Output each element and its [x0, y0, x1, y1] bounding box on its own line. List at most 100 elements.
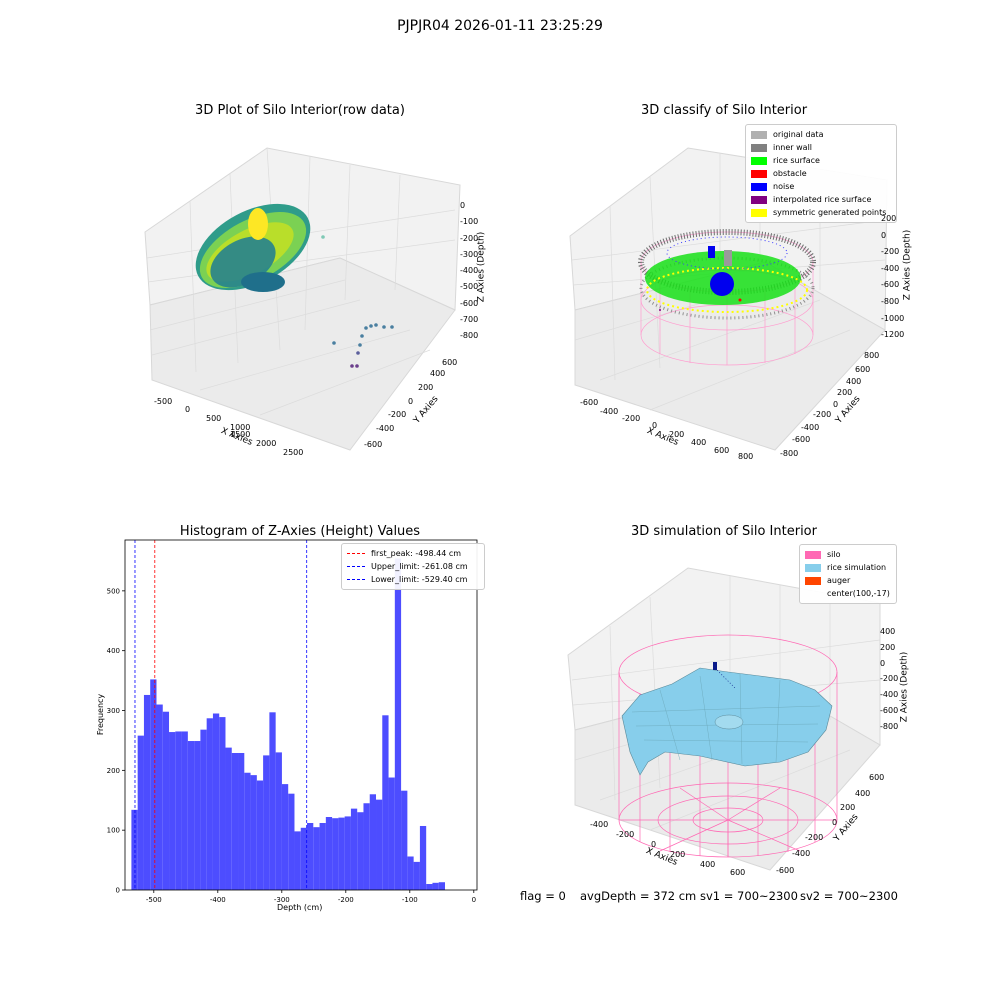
histogram-bar: [419, 825, 427, 890]
panel1-ytick: -200: [388, 410, 407, 419]
panel4-xtick: -200: [616, 830, 635, 839]
histogram-bar: [275, 752, 282, 890]
panel2-ytick: -400: [801, 423, 820, 432]
panel4-z-label: Z Axies (Depth): [899, 651, 910, 723]
legend-entry-center: center(100,-17): [805, 587, 891, 600]
panel1-ytick: 0: [408, 397, 414, 406]
y-tick-label: 500: [107, 587, 120, 595]
histogram-bar: [344, 816, 351, 890]
histogram-bar: [369, 794, 377, 890]
panel1-x-ticks: -500 0 500 1000: [150, 395, 430, 432]
panel2-ytick: 0: [833, 400, 839, 409]
legend-entry-interpolated: interpolated rice surface: [751, 193, 891, 206]
panel1-ytick: -600: [364, 440, 383, 449]
panel2-ztick: 200: [881, 214, 897, 223]
panel4-ytick: 0: [832, 818, 838, 827]
legend-swatch: [751, 130, 767, 139]
histogram-bar: [238, 752, 245, 890]
panel2-ztick: -1000: [881, 313, 905, 323]
legend-entry-silo: silo: [805, 548, 891, 561]
panel2-xtick: -600: [580, 398, 599, 407]
histogram-bar: [350, 808, 358, 890]
panel1-ztick: -100: [460, 217, 479, 227]
histogram-bar: [363, 803, 370, 890]
legend-label: first_peak: -498.44 cm: [371, 549, 462, 558]
panel1-ytick: 600: [442, 358, 458, 367]
panel2-xtick: 200: [669, 430, 685, 439]
panel2-ztick: -600: [881, 280, 900, 290]
legend-entry-upper-limit: Upper_limit: -261.08 cm: [347, 560, 479, 573]
x-tick-label: -200: [338, 896, 354, 904]
panel4-ztick: 200: [880, 642, 896, 652]
histogram-bar: [376, 799, 383, 890]
legend-entry-obstacle: obstacle: [751, 167, 891, 180]
legend-entry-symmetric: symmetric generated points: [751, 206, 891, 219]
panel2-ztick: -200: [881, 247, 900, 257]
histogram-bar: [212, 713, 220, 890]
histogram-bar: [288, 793, 295, 890]
panel4-ytick: -400: [792, 849, 811, 858]
legend-swatch: [751, 156, 767, 165]
panel2-ztick: -400: [881, 263, 900, 273]
panel1-ytick: 200: [418, 383, 434, 392]
legend-swatch: [805, 576, 821, 585]
x-tick-label: 0: [472, 896, 476, 904]
legend-entry-lower-limit: Lower_limit: -529.40 cm: [347, 573, 479, 586]
panel1-ztick: -600: [460, 298, 479, 308]
panel2-xtick: 600: [714, 446, 730, 455]
legend-swatch: [751, 169, 767, 178]
legend-label: center(100,-17): [827, 589, 890, 598]
y-tick-label: 200: [107, 767, 120, 775]
panel1-xtick: 0: [185, 405, 191, 414]
panel2-ztick: -1200: [881, 330, 905, 340]
x-tick-label: -100: [402, 896, 418, 904]
panel2-ytick: -600: [792, 435, 811, 444]
histogram-bar: [307, 822, 314, 890]
footer-avg-depth: avgDepth = 372 cm: [580, 889, 697, 903]
panel4-ytick: 400: [855, 789, 871, 798]
histogram-bar: [357, 812, 364, 890]
y-tick-label: 100: [107, 827, 120, 835]
panel2-ytick: 400: [846, 377, 862, 386]
legend-swatch: [751, 195, 767, 204]
legend-swatch: [805, 590, 821, 598]
panel3-legend: first_peak: -498.44 cm Upper_limit: -261…: [341, 543, 485, 590]
histogram-bar: [137, 735, 144, 890]
histogram-bar: [169, 732, 176, 890]
panel2-z-ticks: 200 0 -200 -400 -600 -800 -1000 -1200: [881, 211, 904, 344]
legend-line: [347, 579, 365, 580]
legend-line: [347, 566, 365, 567]
panel1-ztick: -800: [460, 331, 479, 341]
panel1-xtick: 2500: [283, 448, 304, 457]
panel4-title: 3D simulation of Silo Interior: [631, 524, 817, 539]
histogram-bar: [256, 780, 264, 890]
legend-swatch: [805, 563, 821, 572]
panel2-ytick: 600: [855, 365, 871, 374]
panel2-xtick: 800: [738, 452, 754, 461]
footer-sv2: sv2 = 700~2300: [800, 889, 898, 903]
legend-entry-first-peak: first_peak: -498.44 cm: [347, 547, 479, 560]
histogram-bar: [313, 827, 320, 890]
legend-label: rice simulation: [827, 563, 887, 572]
panel4-z-ticks: 400 200 0 -200 -400 -600 -800: [880, 624, 898, 735]
histogram-bar: [219, 717, 226, 890]
panel2-xtick: 400: [691, 438, 707, 447]
panel4-ztick: -400: [880, 690, 899, 700]
legend-swatch: [751, 143, 767, 152]
histogram-bar: [432, 882, 439, 890]
panel4-ztick: -800: [880, 721, 899, 731]
panel1-title: 3D Plot of Silo Interior(row data): [195, 103, 405, 118]
panel2-ytick: 200: [837, 388, 853, 397]
panel2-ytick: -800: [780, 449, 799, 458]
histogram-bar: [200, 729, 207, 890]
panel4-ztick: 400: [880, 627, 896, 636]
legend-label: original data: [773, 130, 824, 139]
panel1-xtick: 500: [206, 414, 222, 423]
panel1-xtick: -500: [154, 397, 173, 406]
histogram-bar: [194, 741, 201, 890]
legend-entry-noise: noise: [751, 180, 891, 193]
histogram-bar: [269, 712, 276, 890]
panel1-ytick: -400: [376, 424, 395, 433]
histogram-bar: [394, 558, 402, 890]
